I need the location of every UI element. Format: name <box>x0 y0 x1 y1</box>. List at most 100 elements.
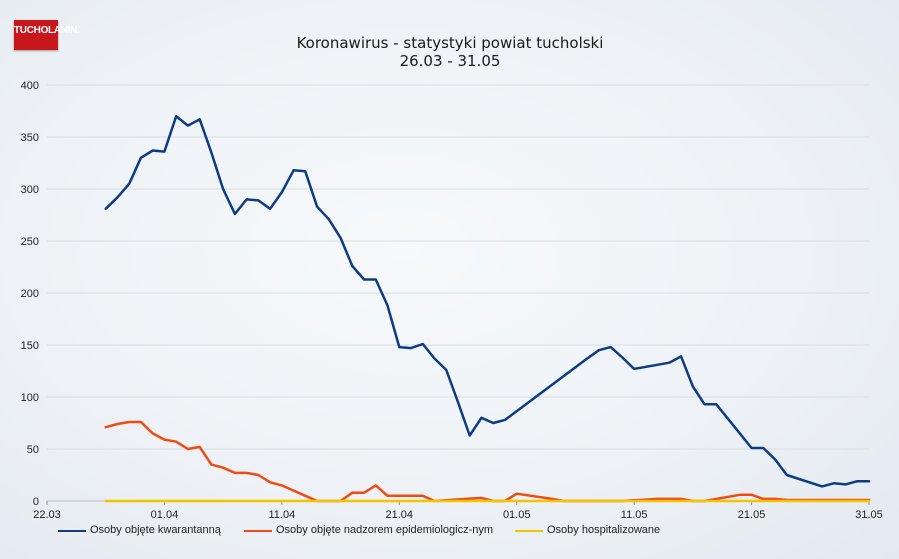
data-point-series-2 <box>269 481 271 484</box>
data-point-series-1 <box>198 118 201 121</box>
legend-label: Osoby hospitalizowane <box>547 524 661 536</box>
data-point-series-3 <box>680 500 682 502</box>
data-point-series-2 <box>281 484 283 487</box>
data-point-series-2 <box>774 498 776 500</box>
series-line-1 <box>104 114 871 488</box>
data-point-series-1 <box>128 183 130 185</box>
data-point-series-2 <box>116 423 119 425</box>
x-tick-label: 01.05 <box>503 509 531 521</box>
x-tick-label: 11.05 <box>621 509 648 521</box>
data-point-series-2 <box>175 440 177 443</box>
data-point-series-2 <box>163 438 166 441</box>
data-point-series-1 <box>386 304 389 307</box>
x-tick-label: 01.04 <box>151 509 179 521</box>
data-point-series-2 <box>680 498 682 500</box>
data-point-series-1 <box>786 474 788 476</box>
data-point-series-1 <box>281 191 283 193</box>
data-point-series-1 <box>292 169 295 172</box>
data-point-series-1 <box>433 357 436 360</box>
data-point-series-1 <box>375 278 377 281</box>
data-point-series-2 <box>245 472 248 474</box>
data-point-series-1 <box>257 199 260 202</box>
data-point-series-1 <box>140 157 142 159</box>
data-point-series-2 <box>198 446 201 448</box>
data-point-series-2 <box>292 489 295 492</box>
data-point-series-1 <box>457 401 459 404</box>
data-point-series-2 <box>551 498 553 500</box>
data-point-series-1 <box>774 458 776 461</box>
data-point-series-2 <box>304 495 307 497</box>
data-point-series-1 <box>363 278 365 281</box>
chart-subtitle: 26.03 - 31.05 <box>399 52 501 70</box>
data-point-series-1 <box>316 205 318 208</box>
data-point-series-1 <box>480 417 483 419</box>
data-point-series-2 <box>739 493 741 496</box>
data-point-series-2 <box>515 492 518 495</box>
data-point-series-3 <box>868 500 870 502</box>
data-point-series-1 <box>492 422 495 424</box>
data-point-series-1 <box>304 170 307 173</box>
data-point-series-1 <box>339 237 342 239</box>
data-point-series-1 <box>222 188 224 190</box>
data-point-series-1 <box>703 403 706 406</box>
x-tick-label: 22.03 <box>33 509 61 521</box>
data-point-series-1 <box>421 343 424 345</box>
data-point-series-1 <box>609 346 612 348</box>
data-point-series-1 <box>856 480 859 483</box>
series-line-2 <box>104 420 871 503</box>
y-tick-label: 250 <box>21 236 39 248</box>
data-point-series-2 <box>363 491 365 494</box>
data-point-series-1 <box>715 403 718 406</box>
data-point-series-1 <box>163 150 166 153</box>
data-point-series-2 <box>762 498 765 500</box>
data-point-series-1 <box>269 207 271 210</box>
data-point-series-1 <box>868 480 870 483</box>
legend: Osoby objęte kwarantanną Osoby objęte nad… <box>0 523 899 541</box>
data-point-series-1 <box>104 207 107 210</box>
data-point-series-1 <box>328 218 330 220</box>
legend-label: Osoby objęte kwarantanną <box>90 524 221 536</box>
data-point-series-1 <box>586 357 588 360</box>
data-point-series-1 <box>668 361 671 364</box>
legend-label: Osoby objęte nadzorem epidemiologicz-nym <box>276 524 494 536</box>
data-point-series-1 <box>762 447 765 449</box>
data-point-series-2 <box>187 448 189 450</box>
data-point-series-1 <box>175 115 177 117</box>
data-point-series-2 <box>222 466 224 469</box>
data-point-series-1 <box>351 265 354 267</box>
data-point-series-2 <box>421 495 424 497</box>
data-point-series-1 <box>187 124 189 127</box>
x-tick-label: 21.05 <box>738 509 766 521</box>
data-point-series-1 <box>692 385 694 388</box>
logo <box>14 20 58 50</box>
x-tick-label: 21.04 <box>386 509 414 521</box>
data-point-series-3 <box>515 500 518 502</box>
data-point-series-1 <box>116 196 119 199</box>
y-tick-label: 300 <box>21 184 39 196</box>
data-point-series-1 <box>621 356 624 359</box>
data-point-series-1 <box>598 349 600 352</box>
data-point-series-1 <box>504 419 506 421</box>
y-tick-label: 150 <box>21 340 39 352</box>
y-tick-label: 350 <box>21 132 39 144</box>
data-point-series-2 <box>386 495 389 497</box>
data-point-series-2 <box>210 463 213 466</box>
data-point-series-1 <box>821 485 823 488</box>
legend-swatch <box>244 530 272 532</box>
data-point-series-2 <box>656 498 659 500</box>
x-tick-label: 31.05 <box>855 509 883 521</box>
data-point-series-2 <box>480 497 483 499</box>
data-point-series-2 <box>351 491 354 494</box>
data-point-series-2 <box>375 484 377 487</box>
y-tick-label: 400 <box>21 80 39 92</box>
y-tick-label: 100 <box>21 392 39 404</box>
data-point-series-2 <box>104 426 107 428</box>
data-point-series-1 <box>680 355 682 358</box>
logo-text: TUCHOLANIN. <box>14 25 80 36</box>
chart-title: Koronawirus - statystyki powiat tucholsk… <box>296 34 604 52</box>
data-point-series-1 <box>445 369 448 371</box>
data-point-series-1 <box>234 213 236 215</box>
data-point-series-3 <box>104 500 107 502</box>
data-point-series-2 <box>234 472 236 474</box>
